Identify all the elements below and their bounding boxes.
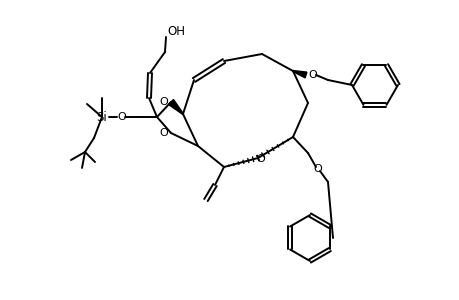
- Text: O: O: [313, 164, 322, 174]
- Text: O: O: [159, 128, 168, 138]
- Text: OH: OH: [167, 25, 185, 38]
- Text: Si: Si: [96, 110, 107, 124]
- Text: O: O: [308, 70, 317, 80]
- Text: O: O: [118, 112, 126, 122]
- Polygon shape: [168, 100, 183, 114]
- Text: O: O: [256, 154, 265, 164]
- Text: O: O: [159, 97, 168, 107]
- Polygon shape: [292, 70, 306, 78]
